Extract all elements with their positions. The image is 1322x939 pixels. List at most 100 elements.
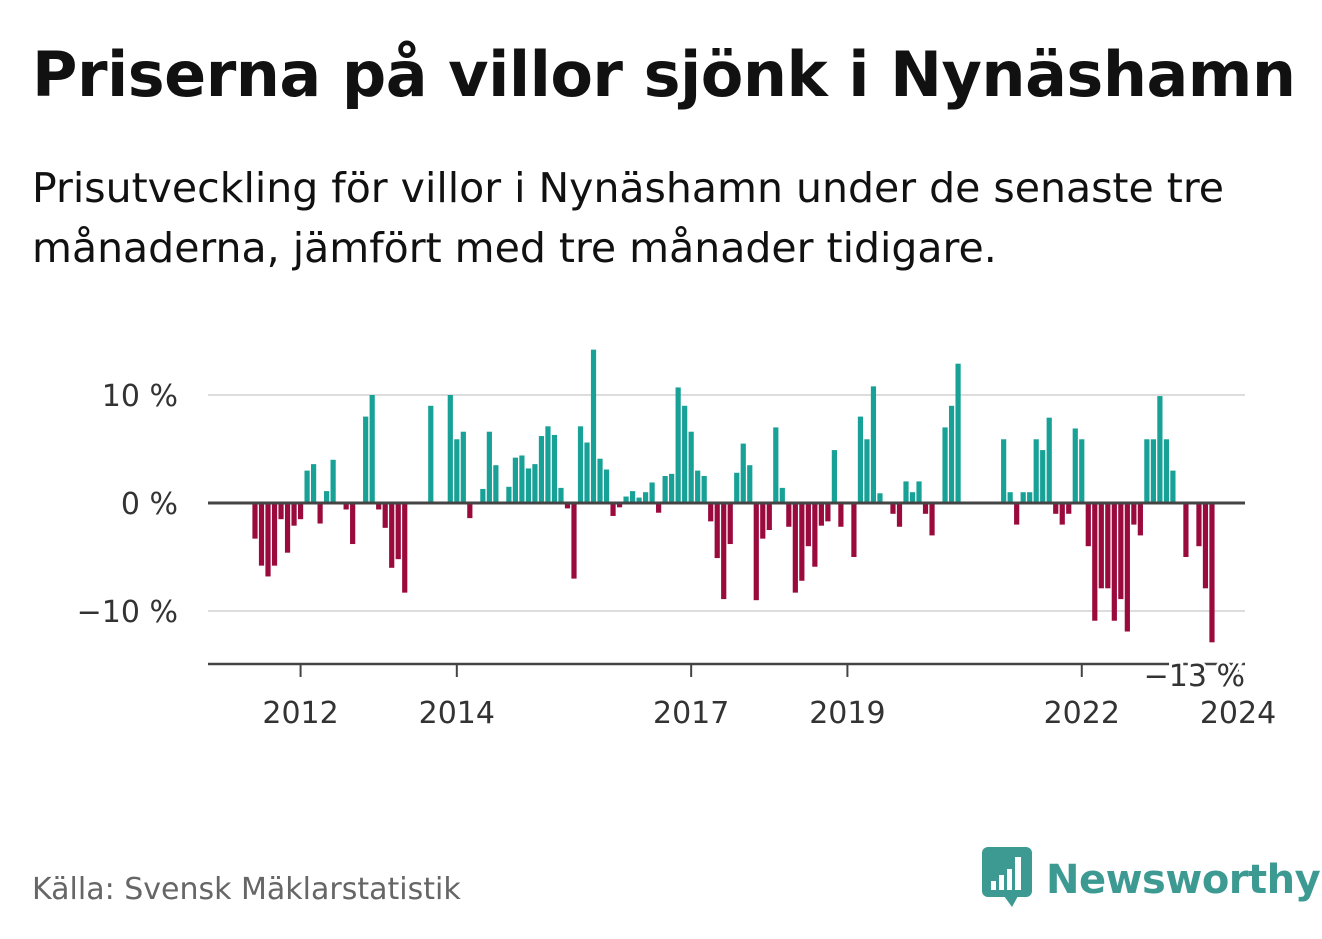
- y-tick-label: 0 %: [121, 487, 178, 522]
- brand-logo[interactable]: Newsworthy: [982, 847, 1321, 913]
- bar: [584, 442, 590, 503]
- bar: [1079, 439, 1085, 503]
- bar: [792, 503, 798, 593]
- bar: [1085, 503, 1091, 547]
- bars: [252, 349, 1215, 643]
- bar: [291, 503, 297, 526]
- bar: [454, 439, 460, 503]
- bar: [1040, 450, 1046, 503]
- bar: [428, 405, 434, 503]
- bar: [265, 503, 271, 577]
- bar: [278, 503, 284, 520]
- last-value-label: −13 %: [1144, 659, 1245, 694]
- bar: [714, 503, 720, 559]
- bar: [558, 487, 564, 503]
- bar: [629, 491, 636, 503]
- bar: [460, 431, 466, 503]
- bar: [662, 476, 668, 503]
- bar: [258, 503, 265, 566]
- bar: [909, 492, 916, 503]
- bar: [675, 387, 681, 503]
- bar: [1020, 492, 1026, 503]
- bar: [721, 503, 727, 600]
- bar: [1131, 503, 1137, 525]
- bar: [1150, 439, 1156, 503]
- bar: [1170, 470, 1176, 503]
- bar: [512, 457, 518, 503]
- bar: [395, 503, 401, 560]
- bar: [623, 496, 629, 503]
- bar: [297, 503, 304, 520]
- bar: [870, 386, 877, 503]
- chart-subtitle: Prisutveckling för villor i Nynäshamn un…: [32, 164, 1225, 272]
- bar: [864, 439, 870, 503]
- bar: [506, 486, 512, 503]
- bar: [1111, 503, 1117, 621]
- bar: [747, 465, 753, 503]
- bar: [922, 503, 929, 514]
- bar: [1059, 503, 1065, 525]
- bar: [701, 476, 707, 503]
- bar: [649, 482, 655, 503]
- bar: [545, 426, 551, 503]
- bar: [363, 416, 369, 503]
- bar: [317, 503, 323, 524]
- x-tick-label: 2022: [1044, 696, 1120, 731]
- bar: [636, 497, 642, 503]
- x-tick-label: 2012: [262, 696, 338, 731]
- bar: [1053, 503, 1059, 514]
- bar: [590, 349, 597, 503]
- bar: [350, 503, 356, 545]
- bar: [708, 503, 714, 522]
- bar: [252, 503, 258, 539]
- bar: [447, 395, 453, 503]
- bar: [1066, 503, 1072, 514]
- bar: [812, 503, 818, 567]
- bar: [1014, 503, 1020, 525]
- bar: [929, 503, 935, 536]
- bar: [818, 503, 824, 526]
- bar: [734, 472, 740, 503]
- bar: [779, 487, 785, 503]
- bar: [1092, 503, 1098, 621]
- bar: [1046, 417, 1052, 503]
- x-tick-label: 2014: [419, 696, 495, 731]
- bar: [1098, 503, 1104, 589]
- source-note: Källa: Svensk Mäklarstatistik: [32, 872, 461, 907]
- bar: [903, 481, 909, 503]
- bar: [1163, 439, 1169, 503]
- bar-chart-speech-bubble-icon: [982, 847, 1032, 913]
- bar: [1209, 503, 1215, 643]
- bar: [805, 503, 811, 547]
- bar: [571, 503, 577, 579]
- bar: [1118, 503, 1124, 600]
- bar: [389, 503, 395, 568]
- bar: [610, 503, 616, 516]
- bar: [1157, 396, 1163, 503]
- bar: [916, 481, 922, 503]
- bar: [942, 427, 948, 503]
- x-tick-label: 2019: [809, 696, 885, 731]
- bar: [643, 492, 649, 503]
- bar: [695, 470, 701, 503]
- bar: [564, 503, 571, 509]
- bar: [525, 468, 532, 503]
- bar: [753, 503, 759, 601]
- bar: [603, 469, 610, 503]
- bar: [577, 426, 584, 503]
- gridlines: [208, 394, 1245, 612]
- bar: [519, 455, 525, 503]
- bar: [324, 491, 330, 503]
- bar: [857, 416, 864, 503]
- bar: [1196, 503, 1202, 547]
- bar: [727, 503, 733, 545]
- bar: [1027, 492, 1033, 503]
- bar: [330, 459, 336, 503]
- bar: [369, 395, 375, 503]
- bar: [493, 465, 499, 503]
- bar: [1105, 503, 1111, 589]
- bar: [538, 436, 545, 503]
- bar: [402, 503, 408, 593]
- bar: [831, 450, 837, 503]
- brand-name: Newsworthy: [1046, 857, 1321, 903]
